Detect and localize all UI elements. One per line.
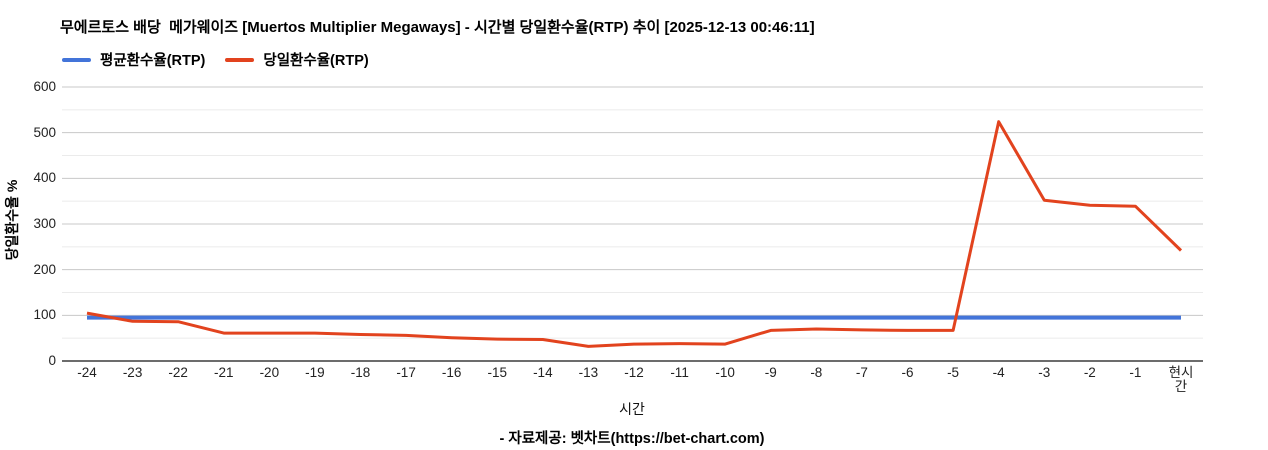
y-tick-label: 400 — [33, 170, 56, 186]
x-tick-label: -23 — [122, 365, 143, 380]
x-tick-label: -4 — [992, 365, 1005, 380]
x-tick-label: -5 — [947, 365, 960, 380]
y-tick-label: 300 — [33, 216, 56, 231]
x-tick-label: -24 — [77, 365, 97, 380]
x-tick-label: -10 — [715, 365, 735, 380]
daily-rtp-line — [86, 120, 1183, 348]
legend-label-daily: 당일환수율(RTP) — [263, 53, 369, 69]
x-tick-label: -7 — [855, 365, 868, 380]
chart-title: 무에르토스 배당 메가웨이즈 [Muertos Multiplier Megaw… — [60, 19, 815, 36]
x-tick-label: -11 — [670, 365, 689, 380]
y-tick-label: 600 — [33, 79, 56, 94]
x-tick-label: -19 — [305, 365, 325, 380]
x-tick-label: -18 — [350, 365, 371, 380]
x-tick-label: -16 — [441, 365, 462, 380]
x-tick-label: -12 — [624, 365, 644, 380]
x-tick-label: -2 — [1083, 365, 1096, 380]
x-tick-label: -8 — [810, 365, 823, 380]
y-tick-label: 500 — [33, 124, 56, 140]
average-line-swatch — [62, 57, 91, 62]
x-tick-label: -17 — [396, 365, 416, 380]
legend: 평균환수율(RTP) 당일환수율(RTP) — [62, 49, 369, 70]
legend-item-daily: 당일환수율(RTP) — [225, 49, 369, 70]
x-tick-label: -14 — [533, 365, 553, 380]
x-axis-title: 시간 — [619, 401, 645, 417]
x-tick-label: -13 — [578, 365, 599, 380]
x-tick-label: -21 — [213, 365, 234, 380]
x-tick-label: -1 — [1129, 365, 1142, 380]
x-tick-label: -15 — [487, 365, 507, 380]
y-tick-label: 200 — [33, 261, 56, 277]
y-tick-label: 100 — [33, 307, 56, 323]
legend-label-average: 평균환수율(RTP) — [100, 53, 206, 69]
source-attribution: - 자료제공: 벳차트(https://bet-chart.com) — [499, 431, 765, 447]
legend-item-average: 평균환수율(RTP) — [62, 49, 205, 70]
y-tick-label: 0 — [48, 353, 56, 368]
daily-line-swatch — [225, 57, 255, 62]
x-tick-label: 현시간 — [1168, 365, 1194, 394]
x-tick-label: -20 — [259, 365, 280, 380]
x-tick-label: -3 — [1038, 365, 1051, 380]
x-tick-label: -6 — [901, 365, 914, 380]
x-tick-label: -22 — [168, 365, 188, 380]
x-tick-label: -9 — [764, 365, 777, 380]
